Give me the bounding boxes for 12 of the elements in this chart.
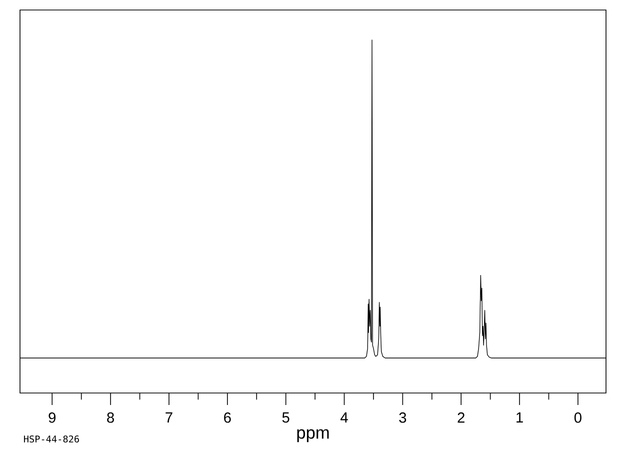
x-axis-title: ppm bbox=[297, 429, 329, 442]
x-tick-label: 1 bbox=[516, 412, 523, 422]
x-tick-label: 0 bbox=[574, 412, 582, 423]
x-tick-label: 4 bbox=[340, 412, 348, 422]
x-tick-label: 3 bbox=[399, 412, 406, 423]
x-tick-label: 2 bbox=[458, 412, 464, 423]
x-tick-label: 6 bbox=[224, 412, 231, 423]
x-tick-label: 5 bbox=[282, 412, 290, 423]
x-tick-label: 9 bbox=[48, 412, 56, 423]
x-tick-label: 8 bbox=[107, 412, 114, 423]
text: HSP-44-826 bbox=[24, 435, 79, 443]
x-tick-label: 7 bbox=[166, 412, 172, 422]
